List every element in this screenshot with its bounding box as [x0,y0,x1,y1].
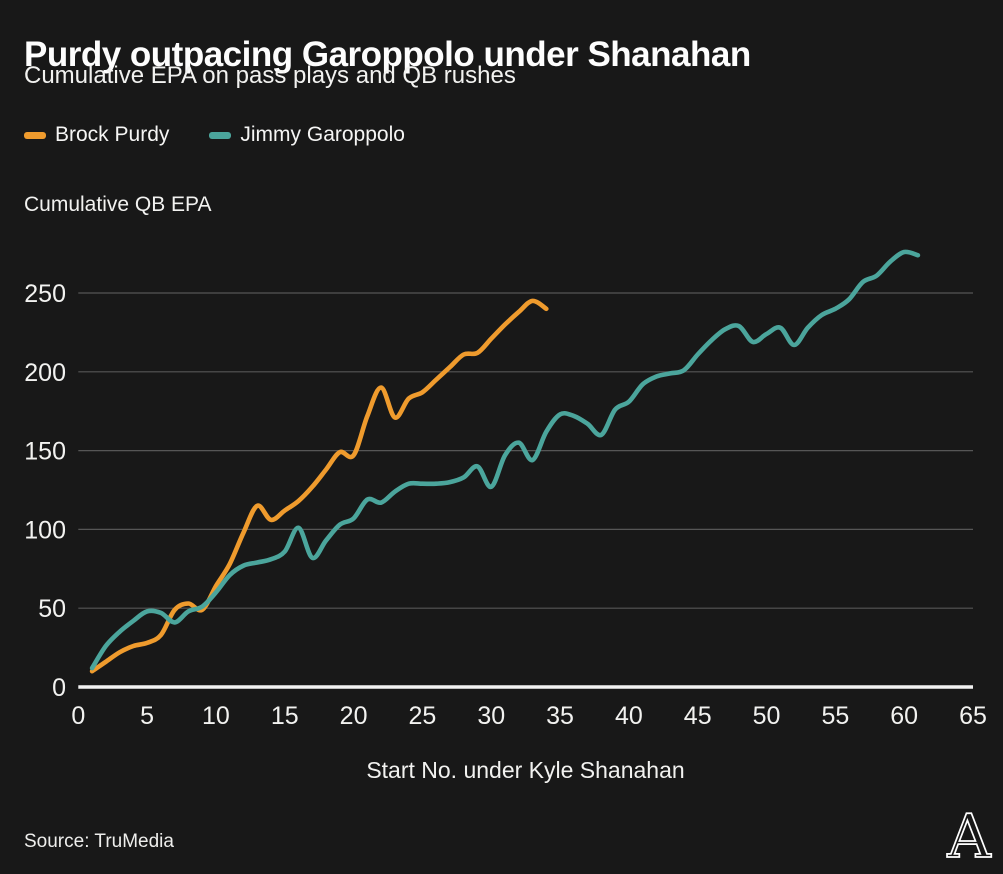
x-tick-label-25: 25 [409,702,437,730]
y-tick-label-150: 150 [24,438,66,466]
y-tick-label-200: 200 [24,359,66,387]
y-tick-label-100: 100 [24,516,66,544]
legend-item-brock-purdy: Brock Purdy [24,123,169,147]
y-tick-label-0: 0 [52,674,66,702]
x-tick-label-0: 0 [71,702,85,730]
garoppolo-line-swatch [209,131,232,139]
series-line-jimmy-garoppolo [89,249,921,671]
y-tick-label-50: 50 [38,595,66,623]
x-tick-label-10: 10 [202,702,230,730]
purdy-line-swatch [24,131,46,139]
x-tick-label-20: 20 [340,702,368,730]
athletic-logo-letter: A [946,803,991,869]
page-title: Purdy outpacing Garoppolo under Shanahan [24,35,751,75]
x-tick-label-15: 15 [271,702,299,730]
athletic-logo: A [938,801,1000,873]
legend: Brock Purdy Jimmy Garoppolo [24,123,405,147]
x-tick-label-60: 60 [890,702,918,730]
legend-item-jimmy-garoppolo: Jimmy Garoppolo [209,123,405,147]
athletic-logo-mark: A [945,801,992,873]
x-tick-label-40: 40 [615,702,643,730]
x-tick-label-30: 30 [477,702,505,730]
x-axis-title: Start No. under Kyle Shanahan [366,757,685,783]
chart-subtitle: Cumulative EPA on pass plays and QB rush… [24,62,516,89]
legend-label-garoppolo: Jimmy Garoppolo [240,123,405,146]
x-tick-label-55: 55 [821,702,849,730]
source-note: Source: TruMedia [24,831,174,852]
legend-label-purdy: Brock Purdy [55,123,170,146]
x-tick-label-65: 65 [959,702,987,730]
x-tick-label-50: 50 [753,702,781,730]
y-tick-label-250: 250 [24,280,66,308]
series-line-brock-purdy [89,298,549,674]
x-tick-label-35: 35 [546,702,574,730]
x-tick-label-5: 5 [140,702,154,730]
y-axis-title: Cumulative QB EPA [24,193,212,216]
x-tick-label-45: 45 [684,702,712,730]
